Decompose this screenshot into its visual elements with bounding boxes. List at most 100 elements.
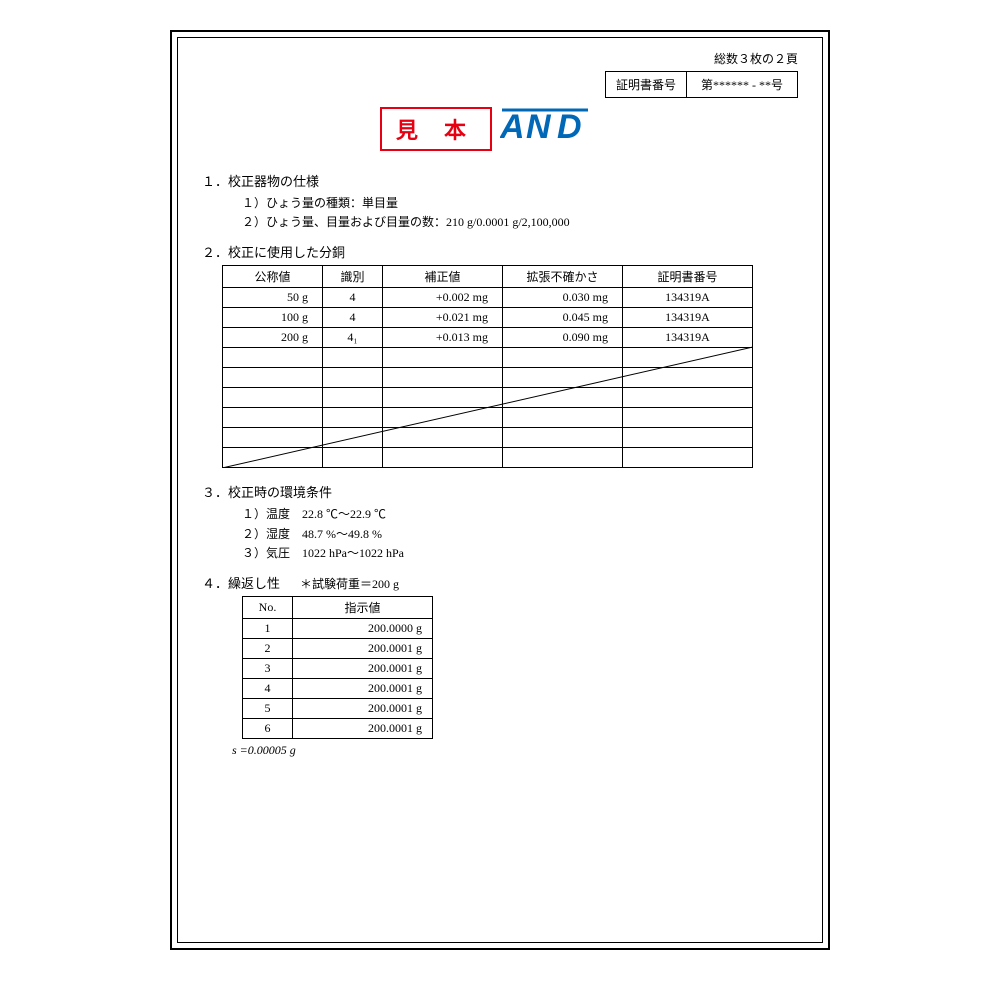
weights-table-wrap: 公称値 識別 補正値 拡張不確かさ 証明書番号 50 g4+0.002 mg0.… [222,265,753,468]
section-2-title: ２．校正に使用した分銅 [202,242,798,261]
table-cell: +0.013 mg [383,328,503,348]
col-correction: 補正値 [383,266,503,288]
table-cell: 50 g [223,288,323,308]
table-cell: 0.045 mg [503,308,623,328]
table-row: 4200.0001 g [243,678,433,698]
table-cell-empty [623,408,753,428]
table-cell-empty [503,368,623,388]
cert-value: 第****** - **号 [687,72,797,97]
table-cell-empty [383,348,503,368]
table-cell: 6 [243,718,293,738]
section-1-list: １）ひょう量の種類：単目量 ２）ひょう量、目量および目量の数：210 g/0.0… [202,194,798,232]
table-row-empty [223,388,753,408]
svg-text:N: N [526,108,552,146]
table-cell-empty [623,388,753,408]
table-cell-empty [223,408,323,428]
table-cell: 4 [323,308,383,328]
col-cert: 証明書番号 [623,266,753,288]
table-cell: 100 g [223,308,323,328]
table-cell: 134319A [623,328,753,348]
table-cell-empty [323,408,383,428]
table-row: 5200.0001 g [243,698,433,718]
section-4-note: ＊試験荷重＝200 g [300,575,399,592]
svg-text:A: A [500,108,523,146]
section-1-title: １．校正器物の仕様 [202,171,798,190]
table-cell: 4₁ [323,328,383,348]
table-cell: 2 [243,638,293,658]
table-row: 50 g4+0.002 mg0.030 mg134319A [223,288,753,308]
table-cell-empty [623,368,753,388]
table-cell: 4 [323,288,383,308]
table-cell-empty [503,428,623,448]
logo-row: 見 本 A N D [202,104,798,153]
table-cell-empty [323,428,383,448]
table-cell: 200.0001 g [293,698,433,718]
table-row: 3200.0001 g [243,658,433,678]
section-3-title: ３．校正時の環境条件 [202,482,798,501]
table-row: 100 g4+0.021 mg0.045 mg134319A [223,308,753,328]
table-cell-empty [503,388,623,408]
table-row-empty [223,368,753,388]
table-cell-empty [623,428,753,448]
table-cell: 200.0001 g [293,678,433,698]
sample-stamp: 見 本 [380,107,492,151]
repeat-header-row: No. 指示値 [243,596,433,618]
table-cell-empty [383,408,503,428]
table-cell-empty [503,408,623,428]
section-3: ３．校正時の環境条件 １）温度 22.8 ℃～22.9 ℃ ２）湿度 48.7 … [202,482,798,563]
table-row: 6200.0001 g [243,718,433,738]
table-cell-empty [383,388,503,408]
col-indication: 指示値 [293,596,433,618]
table-row: 200 g4₁+0.013 mg0.090 mg134319A [223,328,753,348]
table-row-empty [223,348,753,368]
table-cell: 0.090 mg [503,328,623,348]
cert-box: 証明書番号 第****** - **号 [605,71,798,98]
table-cell-empty [223,448,323,468]
table-cell-empty [383,428,503,448]
col-nominal: 公称値 [223,266,323,288]
table-cell: +0.021 mg [383,308,503,328]
table-cell: 200.0001 g [293,638,433,658]
section-3-list: １）温度 22.8 ℃～22.9 ℃ ２）湿度 48.7 %～49.8 % ３）… [202,505,798,563]
section-3-line-2: ２）湿度 48.7 %～49.8 % [242,525,798,544]
table-row: 2200.0001 g [243,638,433,658]
table-cell: 200.0001 g [293,658,433,678]
table-cell: 1 [243,618,293,638]
table-cell-empty [223,368,323,388]
table-cell-empty [323,348,383,368]
table-cell-empty [223,388,323,408]
table-cell-empty [503,448,623,468]
section-4-title: ４．繰返し性 [202,573,280,592]
table-cell: 134319A [623,288,753,308]
section-4: ４．繰返し性 ＊試験荷重＝200 g No. 指示値 1200.0000 g22… [202,573,798,758]
and-logo: A N D [500,106,620,155]
table-cell: +0.002 mg [383,288,503,308]
section-1-line-1: １）ひょう量の種類：単目量 [242,194,798,213]
table-cell: 200.0000 g [293,618,433,638]
table-cell-empty [323,368,383,388]
table-row-empty [223,408,753,428]
s-value: s =0.00005 g [232,743,798,758]
table-row: 1200.0000 g [243,618,433,638]
table-cell: 0.030 mg [503,288,623,308]
document-inner: 総数３枚の２頁 証明書番号 第****** - **号 見 本 A N D １．… [177,37,823,943]
weights-table: 公称値 識別 補正値 拡張不確かさ 証明書番号 50 g4+0.002 mg0.… [222,265,753,468]
section-1-line-2: ２）ひょう量、目量および目量の数：210 g/0.0001 g/2,100,00… [242,213,798,232]
col-no: No. [243,596,293,618]
table-cell-empty [223,348,323,368]
section-3-line-1: １）温度 22.8 ℃～22.9 ℃ [242,505,798,524]
document-page: 総数３枚の２頁 証明書番号 第****** - **号 見 本 A N D １．… [170,30,830,950]
table-cell: 134319A [623,308,753,328]
table-cell-empty [223,428,323,448]
section-3-line-3: ３）気圧 1022 hPa～1022 hPa [242,544,798,563]
section-4-title-row: ４．繰返し性 ＊試験荷重＝200 g [202,573,798,592]
col-id: 識別 [323,266,383,288]
table-cell-empty [383,368,503,388]
table-row-empty [223,428,753,448]
table-cell-empty [323,388,383,408]
table-cell: 3 [243,658,293,678]
weights-header-row: 公称値 識別 補正値 拡張不確かさ 証明書番号 [223,266,753,288]
table-row-empty [223,448,753,468]
table-cell: 200 g [223,328,323,348]
table-cell-empty [623,448,753,468]
